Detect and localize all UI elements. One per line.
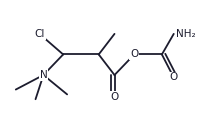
Text: NH₂: NH₂ bbox=[176, 29, 195, 39]
Text: O: O bbox=[170, 72, 178, 82]
Text: Cl: Cl bbox=[34, 29, 45, 39]
Text: O: O bbox=[130, 49, 138, 59]
Text: O: O bbox=[110, 92, 119, 102]
Text: N: N bbox=[40, 70, 47, 80]
